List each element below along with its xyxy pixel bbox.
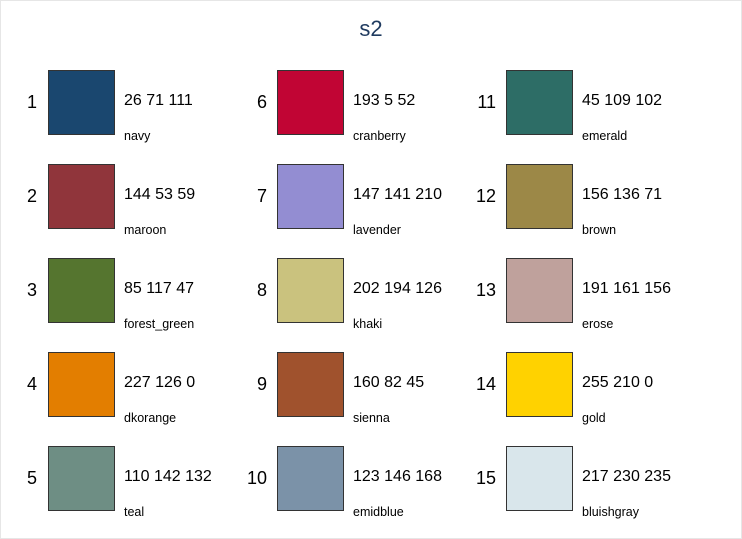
color-name: cranberry	[353, 129, 406, 143]
color-name: navy	[124, 129, 151, 143]
rgb-value: 255 210 0	[582, 374, 654, 391]
color-name: sienna	[353, 411, 390, 425]
color-number: 3	[26, 280, 37, 300]
color-swatch	[506, 258, 573, 323]
rgb-value: 227 126 0	[124, 374, 196, 391]
color-name: bluishgray	[582, 505, 639, 519]
color-number: 15	[475, 468, 496, 488]
color-number: 2	[26, 186, 37, 206]
color-name: erose	[582, 317, 614, 331]
color-entry-bluishgray: 15 217 230 235 bluishgray	[458, 446, 688, 519]
rgb-value: 147 141 210	[353, 186, 442, 203]
color-entry-emerald: 11 45 109 102 emerald	[458, 70, 688, 143]
rgb-value: 110 142 132	[124, 468, 212, 485]
rgb-value: 45 109 102	[582, 92, 663, 109]
color-name: gold	[582, 411, 606, 425]
color-name: lavender	[353, 223, 401, 237]
color-name: brown	[582, 223, 617, 237]
color-name: maroon	[124, 223, 167, 237]
color-number: 11	[477, 92, 496, 112]
color-name: emidblue	[353, 505, 404, 519]
color-name: emerald	[582, 129, 628, 143]
color-entry-erose: 13 191 161 156 erose	[458, 258, 688, 331]
rgb-value: 123 146 168	[353, 468, 442, 485]
color-swatch	[506, 70, 573, 135]
color-swatch	[48, 352, 115, 417]
color-number: 5	[26, 468, 37, 488]
color-number: 12	[475, 186, 496, 206]
color-number: 14	[475, 374, 496, 394]
color-number: 9	[256, 374, 267, 394]
color-name: dkorange	[124, 411, 177, 425]
color-entry-forest-green: 3 85 117 47 forest_green	[0, 258, 230, 331]
palette-title: s2	[359, 16, 383, 41]
rgb-value: 191 161 156	[582, 280, 671, 297]
color-entry-teal: 5 110 142 132 teal	[0, 446, 230, 519]
color-swatch	[506, 446, 573, 511]
color-entry-cranberry: 6 193 5 52 cranberry	[229, 70, 459, 143]
color-number: 6	[256, 92, 267, 112]
rgb-value: 26 71 111	[124, 92, 193, 109]
color-entry-dkorange: 4 227 126 0 dkorange	[0, 352, 230, 425]
color-swatch	[48, 258, 115, 323]
color-swatch	[48, 70, 115, 135]
color-number: 1	[26, 92, 37, 112]
color-swatch	[506, 352, 573, 417]
rgb-value: 144 53 59	[124, 186, 196, 203]
color-entry-brown: 12 156 136 71 brown	[458, 164, 688, 237]
color-name: khaki	[353, 317, 383, 331]
color-swatch	[277, 164, 344, 229]
color-swatch	[277, 352, 344, 417]
rgb-value: 217 230 235	[582, 468, 671, 485]
color-entry-lavender: 7 147 141 210 lavender	[229, 164, 459, 237]
rgb-value: 202 194 126	[353, 280, 442, 297]
rgb-value: 85 117 47	[124, 280, 194, 297]
color-name: teal	[124, 505, 145, 519]
color-name: forest_green	[124, 317, 195, 331]
color-entry-maroon: 2 144 53 59 maroon	[0, 164, 230, 237]
color-number: 10	[246, 468, 267, 488]
color-number: 7	[256, 186, 267, 206]
color-entry-emidblue: 10 123 146 168 emidblue	[229, 446, 459, 519]
color-swatch	[277, 258, 344, 323]
rgb-value: 193 5 52	[353, 92, 416, 109]
color-swatch	[506, 164, 573, 229]
color-entry-gold: 14 255 210 0 gold	[458, 352, 688, 425]
color-entry-sienna: 9 160 82 45 sienna	[229, 352, 459, 425]
rgb-value: 160 82 45	[353, 374, 425, 391]
color-entry-khaki: 8 202 194 126 khaki	[229, 258, 459, 331]
color-number: 8	[256, 280, 267, 300]
color-swatch	[48, 446, 115, 511]
color-number: 4	[26, 374, 37, 394]
color-number: 13	[475, 280, 496, 300]
color-swatch	[277, 70, 344, 135]
color-entry-navy: 1 26 71 111 navy	[0, 70, 230, 143]
color-swatch	[277, 446, 344, 511]
color-swatch	[48, 164, 115, 229]
rgb-value: 156 136 71	[582, 186, 663, 203]
